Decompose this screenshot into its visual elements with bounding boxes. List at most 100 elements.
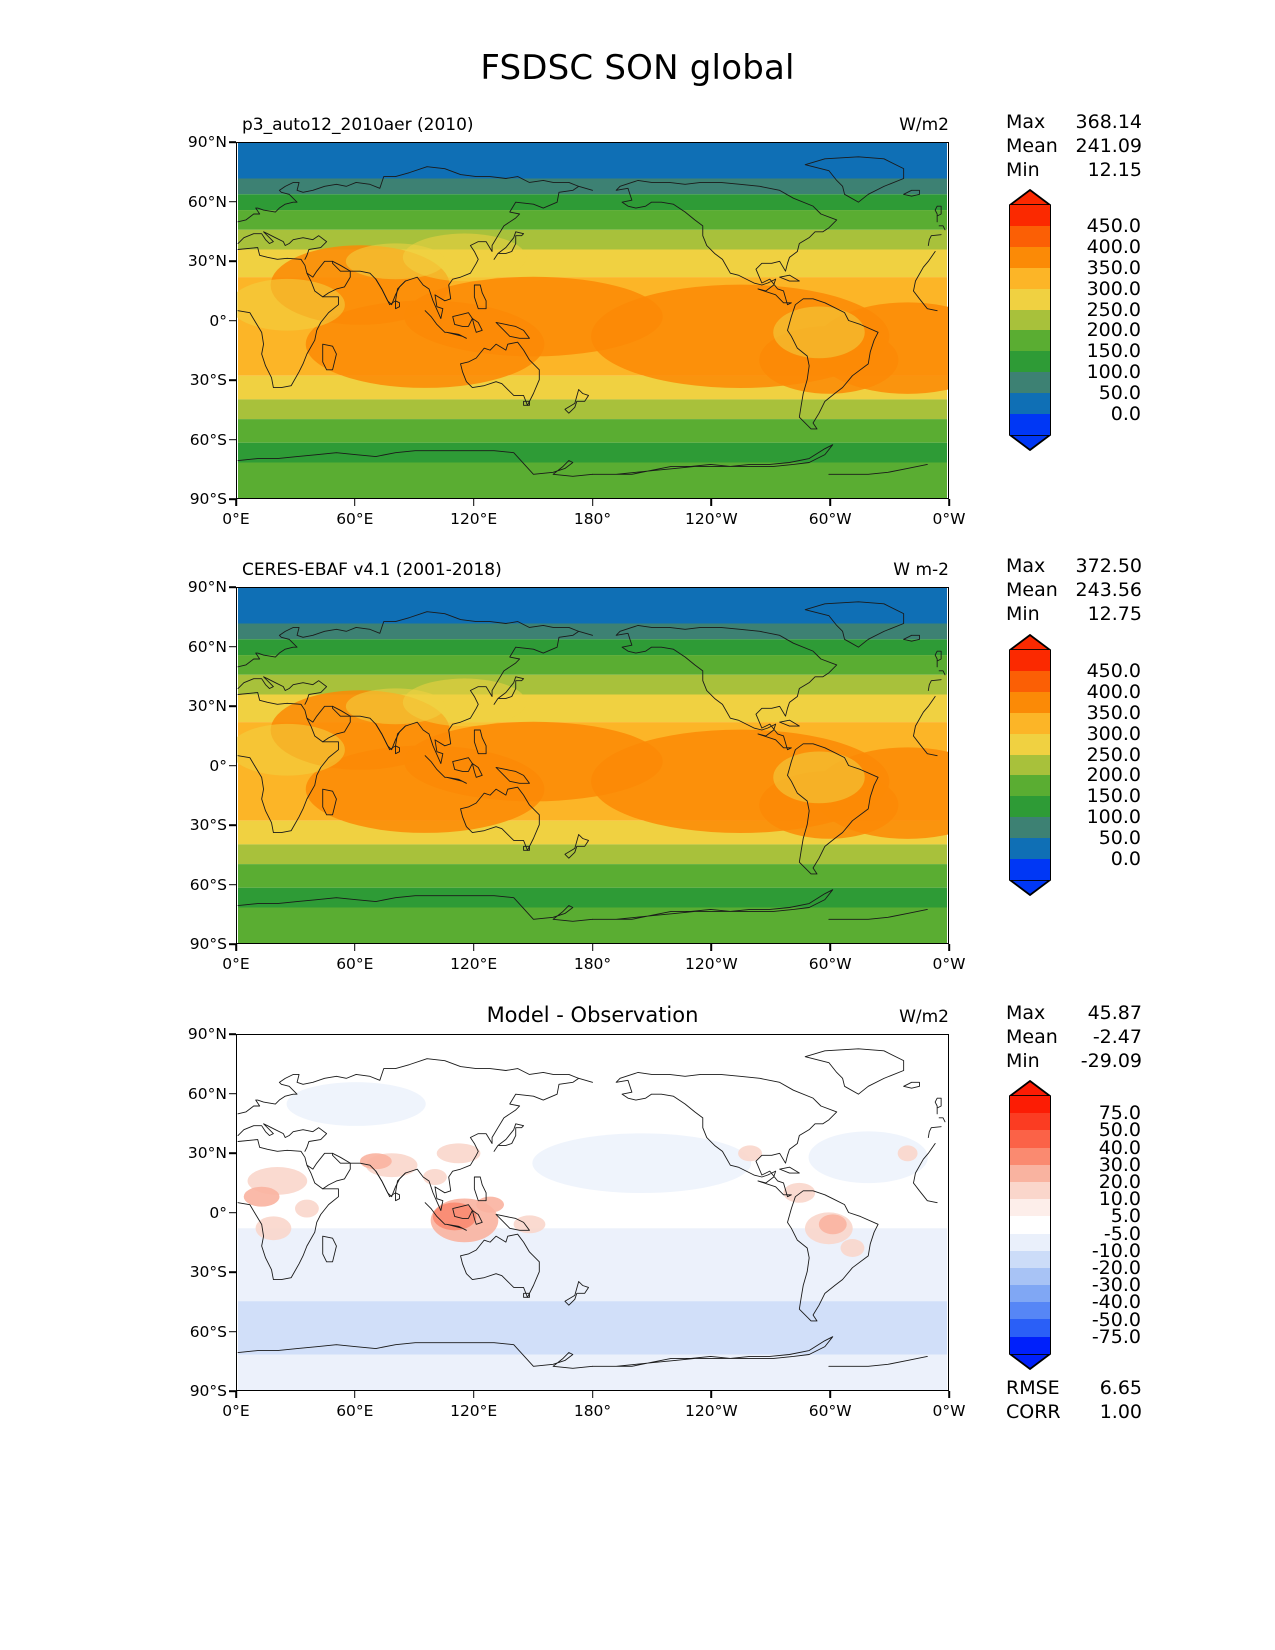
colorbar-sequential: 450.0 400.0 350.0 300.0 250.0 200.0 150.0 100.0… — [1007, 188, 1141, 452]
x-axis-tick-mark — [235, 499, 237, 506]
colorbar-sequential: 450.0 400.0 350.0 300.0 250.0 200.0 150.0 100.0… — [1007, 633, 1141, 897]
x-axis-tick-mark — [948, 499, 950, 506]
map-canvas-model — [236, 142, 949, 499]
stat-label: Max — [1006, 1002, 1046, 1024]
x-axis-tick-mark — [948, 1391, 950, 1398]
y-axis-tick-label: 30°N — [187, 252, 227, 270]
score-label: RMSE — [1006, 1377, 1060, 1399]
colorbar-tick-label: 10.0 — [1098, 1188, 1141, 1211]
y-axis-tick-mark — [229, 1390, 236, 1392]
stat-row: Min 12.75 — [1006, 602, 1142, 626]
colorbar-segment — [1010, 859, 1050, 880]
stat-value: -29.09 — [1080, 1050, 1142, 1072]
y-axis-tick-mark — [229, 764, 236, 767]
x-axis-tick-mark — [829, 944, 831, 951]
y-axis-tick-label: 60°S — [189, 875, 227, 894]
colorbar-segment — [1010, 1181, 1050, 1200]
colorbar-tick-label: 20.0 — [1098, 1171, 1141, 1193]
colorbar-segment — [1010, 796, 1050, 818]
colorbar-segment — [1010, 414, 1050, 435]
y-axis-tick-label: 60°N — [187, 637, 227, 656]
colorbar-segment — [1010, 754, 1050, 776]
y-axis-tick-label: 90°N — [187, 1025, 227, 1043]
stat-label: Mean — [1006, 1026, 1058, 1048]
colorbar-segment — [1010, 1250, 1050, 1268]
stat-row: Mean -2.47 — [1006, 1025, 1142, 1049]
stat-value: 45.87 — [1087, 1002, 1142, 1024]
colorbar-tick-label: 200.0 — [1086, 319, 1141, 342]
colorbar-tick-label: 450.0 — [1086, 659, 1141, 682]
colorbar-extend-max — [1007, 1079, 1053, 1097]
stat-label: Min — [1006, 1050, 1040, 1072]
x-axis-tick-mark — [354, 944, 356, 951]
colorbar-tick-label: 30.0 — [1098, 1153, 1141, 1176]
colorbar-tick-label: 250.0 — [1086, 743, 1141, 766]
y-axis-tick-label: 90°S — [189, 490, 227, 508]
x-axis-tick-mark — [829, 499, 831, 506]
stat-row: Min 12.15 — [1006, 158, 1142, 182]
score-row: CORR 1.00 — [1006, 1400, 1142, 1424]
map-canvas-observation — [236, 587, 949, 944]
colorbar-segment — [1010, 670, 1050, 692]
x-axis-tick-mark — [354, 1391, 356, 1398]
y-axis-tick-label: 30°N — [187, 1144, 227, 1162]
colorbar-segment — [1010, 733, 1050, 755]
stat-row: Mean 243.56 — [1006, 578, 1142, 602]
scores-block: RMSE 6.65 CORR 1.00 — [1006, 1376, 1142, 1424]
x-axis-tick-mark — [235, 1391, 237, 1398]
colorbar-segment — [1010, 712, 1050, 734]
x-axis-tick-mark — [948, 944, 950, 951]
stats-block-difference: Max 45.87 Mean -2.47 Min -29.09 — [1006, 1001, 1142, 1073]
score-value: 6.65 — [1099, 1377, 1142, 1399]
panel-units-model: W/m2 — [899, 115, 949, 135]
x-axis-tick-label: 0°E — [222, 1402, 250, 1420]
figure-title: FSDSC SON global — [480, 48, 795, 88]
stats-block-observation: Max 372.50 Mean 243.56 Min 12.75 — [1006, 554, 1142, 626]
y-axis-tick-label: 60°S — [189, 430, 227, 449]
colorbar-segment — [1010, 1267, 1050, 1286]
x-axis-tick-label: 120°E — [450, 510, 498, 528]
panel-units-observation: W m-2 — [893, 560, 949, 580]
stat-value: -2.47 — [1092, 1026, 1142, 1048]
x-axis-tick-mark — [591, 1391, 594, 1398]
y-axis-tick-label: 60°N — [187, 192, 227, 211]
y-axis-tick-label: 30°N — [187, 697, 227, 715]
y-axis-tick-label: 90°N — [187, 578, 227, 596]
stat-value: 368.14 — [1075, 111, 1142, 133]
stat-row: Max 372.50 — [1006, 554, 1142, 578]
y-axis-tick-label: 30°S — [189, 371, 227, 389]
y-axis-tick-label: 0° — [209, 756, 227, 775]
y-axis-tick-mark — [229, 586, 236, 588]
y-axis-tick-label: 0° — [209, 1203, 227, 1222]
y-axis-tick-label: 30°S — [189, 816, 227, 834]
x-axis-tick-label: 180° — [573, 955, 612, 973]
y-axis-tick-mark — [229, 824, 236, 826]
x-axis-tick-label: 0°W — [932, 510, 966, 528]
y-axis-tick-mark — [229, 1033, 236, 1035]
x-axis-tick-label: 0°W — [932, 1402, 966, 1420]
colorbar-segment — [1010, 225, 1050, 247]
panel-units-difference: W/m2 — [899, 1007, 949, 1027]
colorbar-tick-label: 5.0 — [1110, 1205, 1141, 1228]
map-panel-observation: CERES-EBAF v4.1 (2001-2018) W m-2 90°N 60°N… — [188, 560, 966, 973]
colorbar-segment — [1010, 650, 1050, 671]
colorbar-segment — [1010, 351, 1050, 373]
x-axis-tick-mark — [472, 944, 475, 951]
colorbar-tick-label: 350.0 — [1086, 256, 1141, 279]
colorbar-segment — [1010, 775, 1050, 797]
colorbar-segment — [1010, 267, 1050, 289]
stats-block-model: Max 368.14 Mean 241.09 Min 12.15 — [1006, 110, 1142, 182]
colorbar-segment — [1010, 330, 1050, 352]
colorbar-segment — [1010, 817, 1050, 839]
map-panel-model: p3_auto12_2010aer (2010) W/m2 90°N 60°N 30°N… — [188, 115, 966, 528]
x-axis-tick-label: 120°W — [684, 510, 738, 528]
x-axis-tick-mark — [829, 1391, 831, 1398]
y-axis-tick-mark — [229, 1211, 236, 1214]
y-axis-tick-label: 60°N — [187, 1084, 227, 1103]
colorbar-tick-label: 200.0 — [1086, 764, 1141, 787]
y-axis-tick-mark — [229, 883, 236, 886]
colorbar-tick-label: 50.0 — [1098, 827, 1141, 850]
colorbar-segment — [1010, 1147, 1050, 1165]
x-axis-tick-mark — [354, 499, 356, 506]
colorbar-extend-min — [1007, 879, 1053, 897]
